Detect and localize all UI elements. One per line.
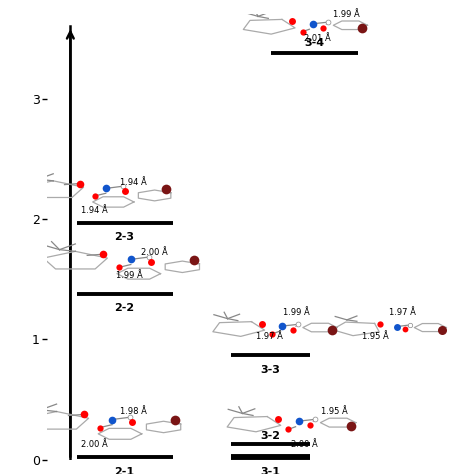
Text: 1.95 Å: 1.95 Å xyxy=(362,332,389,341)
Text: 1.99 Å: 1.99 Å xyxy=(283,309,310,318)
Text: 1.95 Å: 1.95 Å xyxy=(320,407,347,416)
Text: 2-3: 2-3 xyxy=(115,232,135,242)
Text: 3-4: 3-4 xyxy=(304,38,324,48)
Text: 2-1: 2-1 xyxy=(115,467,135,474)
Text: 2.00 Å: 2.00 Å xyxy=(292,439,318,448)
Text: 2.01 Å: 2.01 Å xyxy=(304,34,331,43)
Text: 3-2: 3-2 xyxy=(261,430,281,440)
Text: 1.98 Å: 1.98 Å xyxy=(120,407,147,416)
Text: 1.97 Å: 1.97 Å xyxy=(390,309,416,318)
Text: 2.00 Å: 2.00 Å xyxy=(141,248,168,257)
Text: 2.00 Å: 2.00 Å xyxy=(81,439,108,448)
Text: 1.99 Å: 1.99 Å xyxy=(333,10,360,18)
Text: 1.97 Å: 1.97 Å xyxy=(256,332,283,341)
Text: 3-1: 3-1 xyxy=(261,467,281,474)
Text: 3-3: 3-3 xyxy=(261,365,281,374)
Text: 2-2: 2-2 xyxy=(115,303,135,313)
Text: 1.94 Å: 1.94 Å xyxy=(120,178,147,187)
Text: 1.94 Å: 1.94 Å xyxy=(81,206,108,215)
Text: 1.99 Å: 1.99 Å xyxy=(116,271,143,280)
